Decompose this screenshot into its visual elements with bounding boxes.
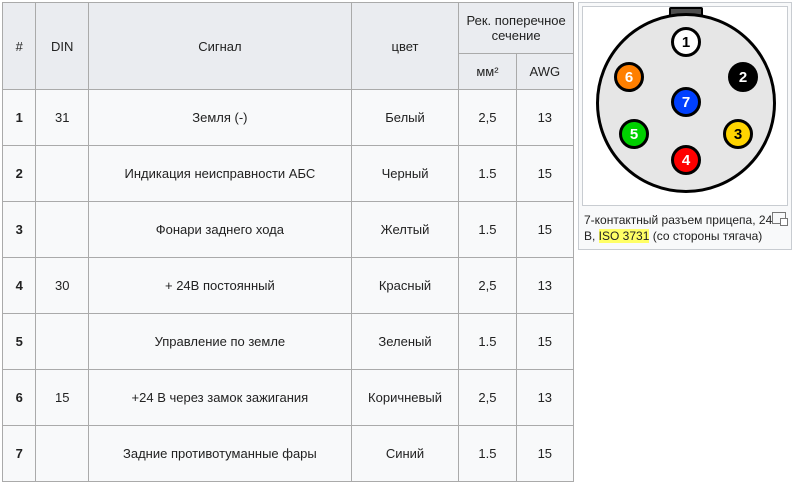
cell-mm: 2,5: [459, 258, 516, 314]
cell-din: 15: [36, 370, 89, 426]
connector-pin-3: 3: [723, 119, 753, 149]
cell-awg: 13: [516, 370, 573, 426]
cell-color: Синий: [351, 426, 459, 482]
connector-pin-5: 5: [619, 119, 649, 149]
cell-num: 6: [3, 370, 36, 426]
header-signal: Сигнал: [88, 3, 351, 90]
header-num: #: [3, 3, 36, 90]
connector-pin-6: 6: [614, 62, 644, 92]
cell-din: 31: [36, 90, 89, 146]
cell-signal: Индикация неисправности АБС: [88, 146, 351, 202]
cell-signal: Земля (-): [88, 90, 351, 146]
cell-num: 4: [3, 258, 36, 314]
cell-din: [36, 146, 89, 202]
pin-label: 1: [682, 34, 690, 51]
pin-label: 4: [682, 152, 690, 169]
figure-caption: 7-контактный разъем прицепа, 24 В, ISO 3…: [582, 210, 788, 246]
cell-signal: +24 В через замок зажигания: [88, 370, 351, 426]
table-row: 2 Индикация неисправности АБСЧерный1.515: [3, 146, 574, 202]
cell-signal: + 24В постоянный: [88, 258, 351, 314]
connector-pin-1: 1: [671, 27, 701, 57]
table-row: 3 Фонари заднего ходаЖелтый1.515: [3, 202, 574, 258]
cell-din: 30: [36, 258, 89, 314]
header-awg: AWG: [516, 54, 573, 90]
pin-label: 2: [739, 69, 747, 86]
enlarge-icon[interactable]: [772, 212, 786, 224]
cell-signal: Задние противотуманные фары: [88, 426, 351, 482]
pin-label: 7: [682, 94, 690, 111]
caption-suffix: (со стороны тягача): [649, 229, 762, 243]
cell-mm: 1.5: [459, 202, 516, 258]
header-din: DIN: [36, 3, 89, 90]
cell-num: 7: [3, 426, 36, 482]
cell-signal: Фонари заднего хода: [88, 202, 351, 258]
connector-pin-2: 2: [728, 62, 758, 92]
cell-din: [36, 426, 89, 482]
cell-mm: 2,5: [459, 370, 516, 426]
cell-awg: 15: [516, 146, 573, 202]
header-color: цвет: [351, 3, 459, 90]
cell-color: Коричневый: [351, 370, 459, 426]
header-cross-section: Рек. поперечное сечение: [459, 3, 574, 54]
pin-label: 5: [630, 126, 638, 143]
cell-awg: 13: [516, 90, 573, 146]
cell-signal: Управление по земле: [88, 314, 351, 370]
cell-mm: 1.5: [459, 426, 516, 482]
cell-awg: 15: [516, 314, 573, 370]
table-row: 131Земля (-)Белый2,513: [3, 90, 574, 146]
cell-color: Белый: [351, 90, 459, 146]
cell-color: Желтый: [351, 202, 459, 258]
caption-highlight: ISO 3731: [599, 229, 650, 243]
cell-num: 2: [3, 146, 36, 202]
cell-num: 1: [3, 90, 36, 146]
cell-num: 3: [3, 202, 36, 258]
pin-label: 3: [734, 126, 742, 143]
table-row: 5 Управление по землеЗеленый1.515: [3, 314, 574, 370]
cell-mm: 2,5: [459, 90, 516, 146]
cell-color: Красный: [351, 258, 459, 314]
table-row: 615+24 В через замок зажиганияКоричневый…: [3, 370, 574, 426]
cell-num: 5: [3, 314, 36, 370]
cell-awg: 15: [516, 202, 573, 258]
cell-color: Зеленый: [351, 314, 459, 370]
cell-din: [36, 314, 89, 370]
connector-pin-4: 4: [671, 145, 701, 175]
cell-mm: 1.5: [459, 146, 516, 202]
cell-din: [36, 202, 89, 258]
table-row: 430+ 24В постоянныйКрасный2,513: [3, 258, 574, 314]
cell-awg: 15: [516, 426, 573, 482]
connector-pin-7: 7: [671, 87, 701, 117]
connector-diagram: 1 2 3 4 5 6 7: [582, 6, 788, 206]
table-row: 7 Задние противотуманные фарыСиний1.515: [3, 426, 574, 482]
cell-color: Черный: [351, 146, 459, 202]
pin-label: 6: [625, 69, 633, 86]
pinout-table: # DIN Сигнал цвет Рек. поперечное сечени…: [2, 2, 574, 482]
cell-mm: 1.5: [459, 314, 516, 370]
cell-awg: 13: [516, 258, 573, 314]
figure-box: 1 2 3 4 5 6 7 7-контактный разъем прицепа, 24 …: [578, 2, 792, 250]
header-mm: мм²: [459, 54, 516, 90]
